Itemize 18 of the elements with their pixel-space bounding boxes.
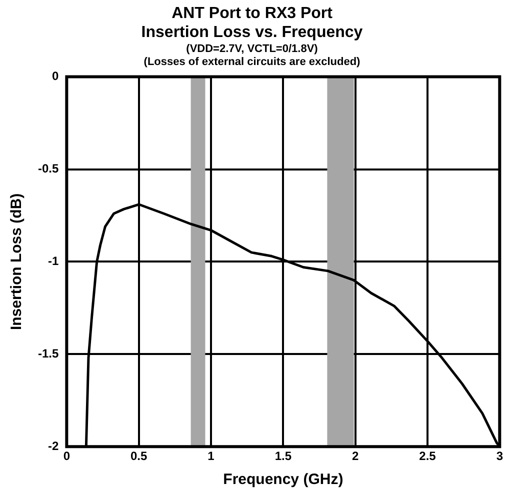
- y-tick-label: -2: [48, 438, 59, 453]
- y-tick-label: -1: [48, 254, 59, 268]
- text: (VDD=2.7V, VCTL=0/1.8V): [186, 43, 318, 56]
- y-axis-title: Insertion Loss (dB): [8, 193, 26, 330]
- x-tick-label: 3: [496, 449, 504, 464]
- y-tick-label: -1.5: [38, 346, 59, 360]
- x-tick-label: 2.5: [419, 449, 436, 464]
- y-tick-label: 0: [52, 69, 59, 84]
- x-tick-label: 1.5: [274, 449, 292, 464]
- text: ANT Port to RX3 Port: [172, 5, 332, 22]
- x-tick-label: 0: [63, 449, 70, 464]
- x-tick-label: 0.5: [130, 449, 148, 464]
- y-tick-label: -0.5: [38, 162, 59, 176]
- text: Insertion Loss vs. Frequency: [141, 24, 363, 42]
- text: (Losses of external circuits are excluded): [144, 56, 360, 68]
- x-tick-label: 1: [208, 449, 215, 464]
- x-axis-title: Frequency (GHz): [223, 471, 344, 488]
- x-tick-label: 2: [352, 449, 359, 464]
